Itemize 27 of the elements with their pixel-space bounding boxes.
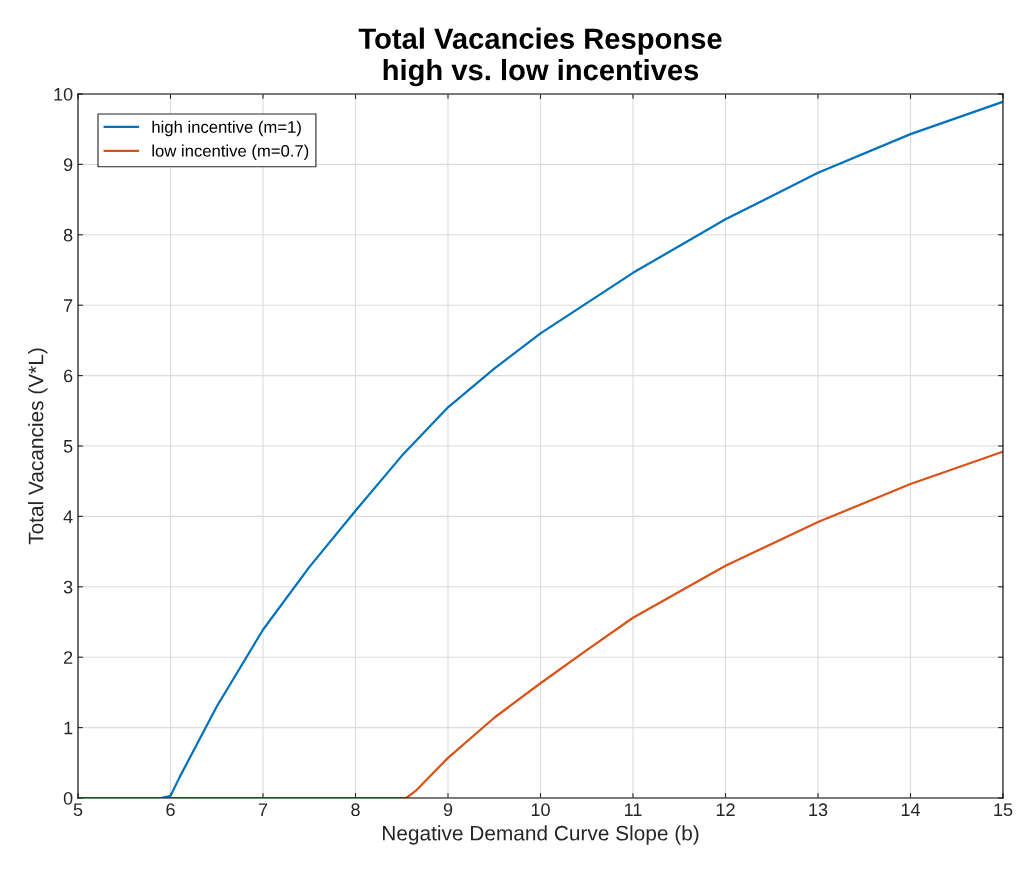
y-tick-label: 10 — [54, 87, 73, 101]
x-tick-label: 7 — [258, 803, 268, 816]
y-tick-label: 7 — [64, 299, 73, 312]
legend-label: high incentive (m=1) — [152, 120, 301, 137]
legend-label: low incentive (m=0.7) — [152, 144, 309, 161]
x-tick-label: 9 — [443, 803, 453, 817]
x-tick-label: 5 — [73, 803, 83, 817]
x-tick-label: 12 — [716, 803, 735, 816]
y-tick-label: 0 — [63, 791, 73, 805]
y-tick-label: 5 — [63, 440, 73, 453]
y-tick-label: 6 — [64, 369, 73, 383]
y-tick-label: 4 — [63, 510, 73, 523]
y-axis-title: Total Vacancies (V*L) — [28, 348, 48, 545]
x-tick-label: 8 — [351, 803, 360, 817]
y-tick-label: 3 — [63, 580, 73, 594]
x-tick-label: 10 — [531, 803, 550, 817]
x-tick-label: 6 — [166, 803, 175, 817]
x-tick-label: 11 — [625, 803, 642, 816]
x-tick-label: 15 — [994, 803, 1013, 817]
x-axis-title: Negative Demand Curve Slope (b) — [383, 825, 699, 845]
y-tick-label: 8 — [63, 228, 73, 242]
y-tick-label: 1 — [64, 721, 73, 735]
y-tick-label: 2 — [64, 651, 73, 664]
chart-title: Total Vacancies Response high vs. low incentives — [358, 27, 722, 87]
y-tick-label: 9 — [63, 158, 73, 172]
x-tick-label: 14 — [901, 803, 921, 816]
x-tick-label: 13 — [809, 803, 828, 817]
